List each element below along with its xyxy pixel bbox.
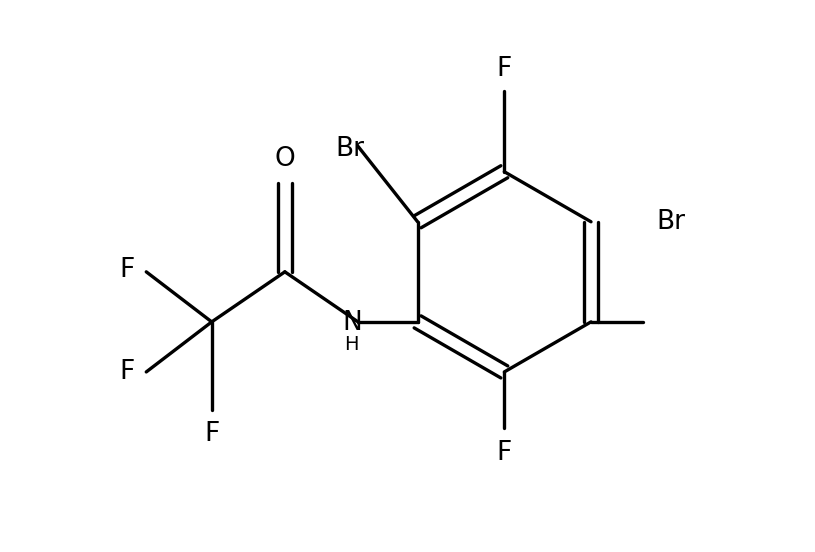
Text: F: F (496, 440, 512, 466)
Text: F: F (119, 359, 134, 385)
Text: H: H (345, 336, 359, 354)
Text: N: N (342, 310, 362, 336)
Text: O: O (275, 146, 295, 172)
Text: Br: Br (335, 136, 364, 162)
Text: Br: Br (657, 209, 685, 235)
Text: F: F (119, 257, 134, 283)
Text: F: F (496, 56, 512, 82)
Text: F: F (204, 421, 219, 447)
